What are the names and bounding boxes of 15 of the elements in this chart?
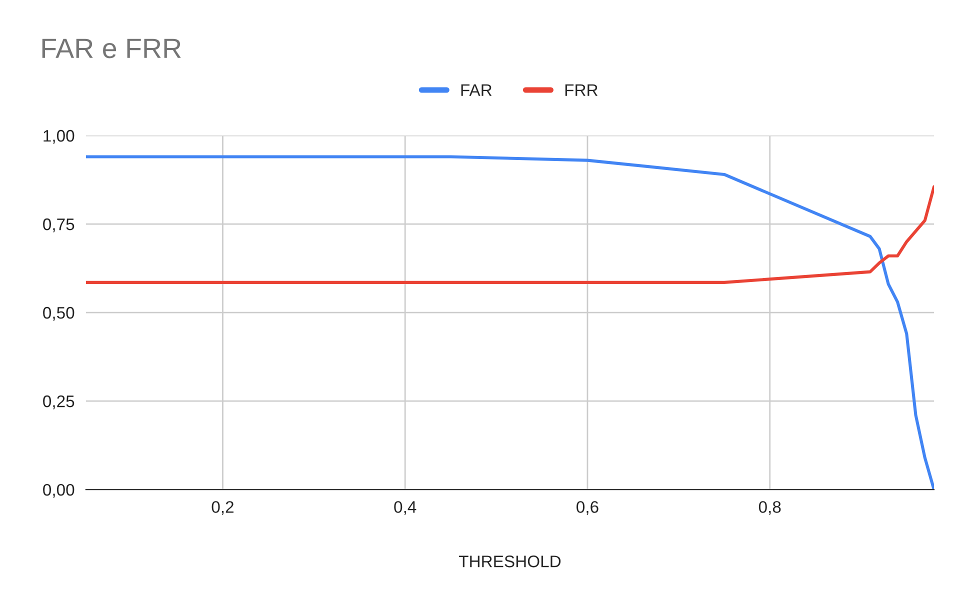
x-tick-label: 0,8 (758, 501, 781, 515)
x-tick-label: 0,2 (212, 501, 234, 515)
x-axis-title: THRESHOLD (458, 556, 561, 568)
x-tick-label: 0,6 (576, 501, 598, 515)
y-tick-label: 1,00 (44, 130, 74, 144)
legend-label: FRR (565, 84, 598, 96)
x-tick-label: 0,4 (394, 501, 416, 515)
y-tick-label: 0,75 (43, 218, 74, 232)
y-tick-label: 0,50 (43, 306, 74, 321)
line-series (86, 155, 934, 490)
y-tick-label: 0,25 (43, 395, 74, 410)
line-series (86, 185, 934, 284)
chart-title: FAR e FRR (42, 38, 181, 58)
legend-label: FAR (461, 84, 492, 96)
y-tick-label: 0,00 (43, 484, 74, 498)
